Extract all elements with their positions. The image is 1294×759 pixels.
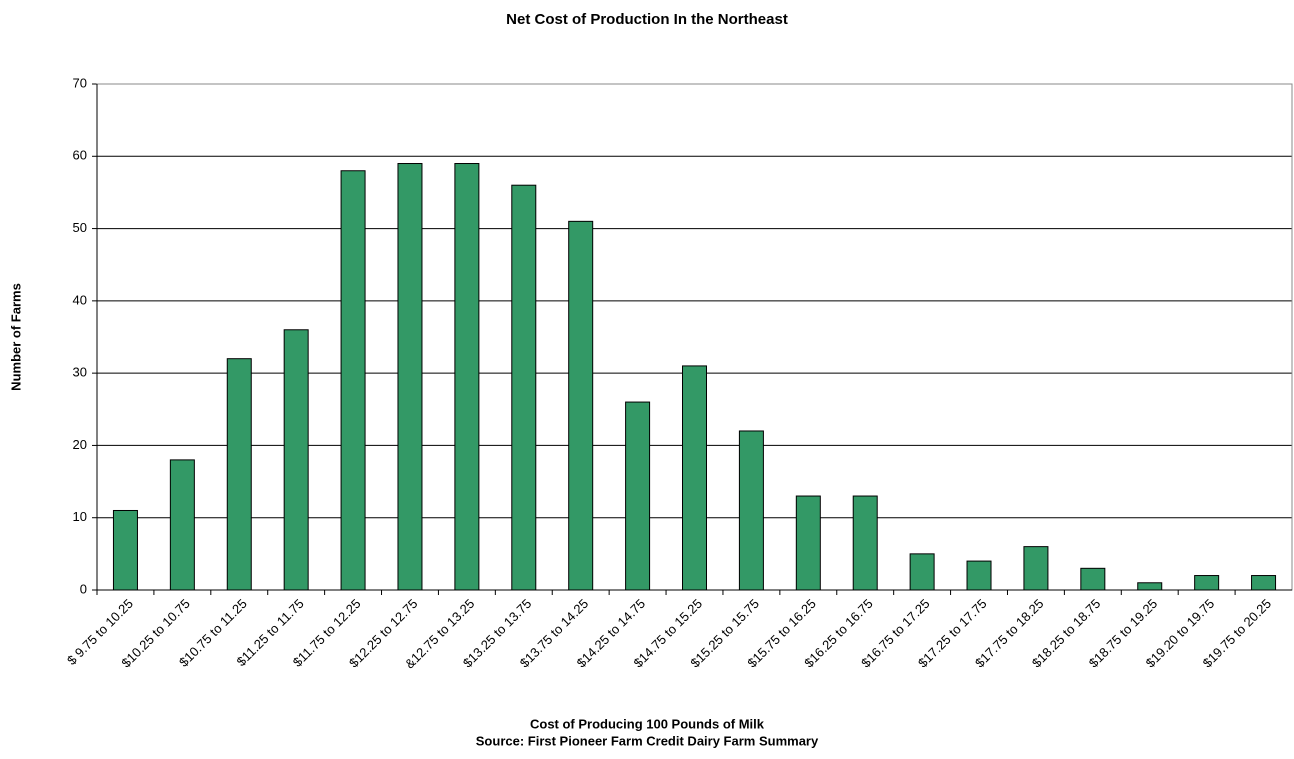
bar xyxy=(1080,567,1106,591)
y-tick-label: 60 xyxy=(73,148,87,163)
y-tick-label: 20 xyxy=(73,437,87,452)
bar xyxy=(966,560,992,591)
bar xyxy=(738,430,764,591)
chart-title: Net Cost of Production In the Northeast xyxy=(506,11,788,28)
y-axis-title: Number of Farms xyxy=(8,283,23,391)
bar xyxy=(226,358,252,591)
bar xyxy=(795,495,821,591)
y-tick-label: 0 xyxy=(80,581,87,596)
bar xyxy=(454,163,480,591)
y-tick-label: 40 xyxy=(73,292,87,307)
bar xyxy=(340,170,366,591)
source-note: Source: First Pioneer Farm Credit Dairy … xyxy=(476,733,819,748)
y-tick-label: 70 xyxy=(73,75,87,90)
bar xyxy=(1251,575,1277,591)
bar xyxy=(169,459,195,591)
bar xyxy=(397,163,423,591)
bar xyxy=(852,495,878,591)
x-axis-title: Cost of Producing 100 Pounds of Milk xyxy=(530,716,765,731)
y-tick-label: 50 xyxy=(73,220,87,235)
bar xyxy=(568,220,594,591)
bar xyxy=(1137,582,1163,591)
bar xyxy=(909,553,935,591)
y-tick-label: 10 xyxy=(73,509,87,524)
bar xyxy=(1023,546,1049,591)
y-tick-label: 30 xyxy=(73,365,87,380)
bar xyxy=(1194,575,1220,591)
bar xyxy=(283,329,309,591)
bar xyxy=(682,365,707,591)
bar xyxy=(511,184,537,591)
bar xyxy=(112,509,138,591)
bar xyxy=(625,401,651,591)
